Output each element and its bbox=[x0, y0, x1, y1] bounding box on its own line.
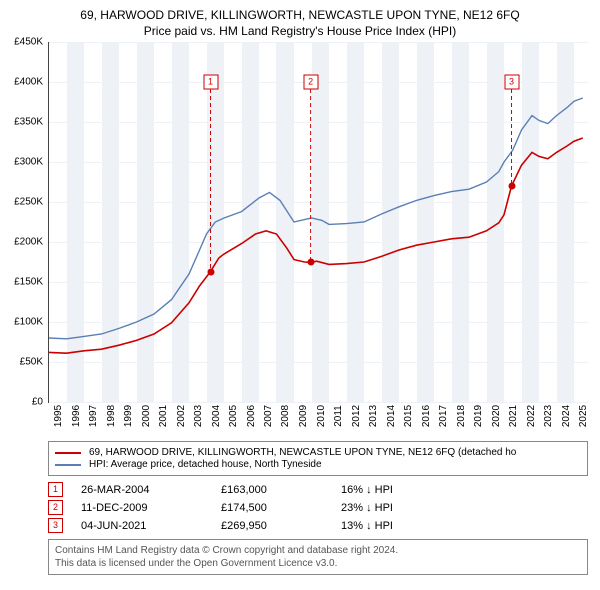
sale-diff-vs-hpi: 23% ↓ HPI bbox=[341, 502, 461, 514]
legend-swatch bbox=[55, 452, 81, 454]
x-tick-label: 2018 bbox=[452, 405, 467, 427]
x-tick-label: 2019 bbox=[469, 405, 484, 427]
sale-marker-label: 3 bbox=[504, 74, 519, 89]
x-tick-label: 1998 bbox=[102, 405, 117, 427]
y-tick-label: £200K bbox=[14, 237, 49, 248]
x-tick-label: 2012 bbox=[347, 405, 362, 427]
x-tick-label: 1999 bbox=[119, 405, 134, 427]
price-chart-container: 69, HARWOOD DRIVE, KILLINGWORTH, NEWCAST… bbox=[0, 0, 600, 575]
sale-price: £174,500 bbox=[221, 502, 341, 514]
sale-marker-dot bbox=[508, 183, 515, 190]
grid-line bbox=[49, 402, 588, 403]
chart-titles: 69, HARWOOD DRIVE, KILLINGWORTH, NEWCAST… bbox=[0, 0, 600, 42]
series-hpi bbox=[49, 98, 583, 339]
x-tick-label: 2000 bbox=[137, 405, 152, 427]
legend: 69, HARWOOD DRIVE, KILLINGWORTH, NEWCAST… bbox=[48, 441, 588, 476]
x-tick-label: 2016 bbox=[417, 405, 432, 427]
sale-price: £163,000 bbox=[221, 484, 341, 496]
y-tick-label: £150K bbox=[14, 277, 49, 288]
x-tick-label: 2017 bbox=[434, 405, 449, 427]
x-tick-label: 2008 bbox=[276, 405, 291, 427]
chart-title-sub: Price paid vs. HM Land Registry's House … bbox=[10, 24, 590, 38]
chart-title-address: 69, HARWOOD DRIVE, KILLINGWORTH, NEWCAST… bbox=[10, 8, 590, 22]
x-tick-label: 2001 bbox=[154, 405, 169, 427]
sale-row-marker: 1 bbox=[48, 482, 63, 497]
x-tick-label: 2003 bbox=[189, 405, 204, 427]
sale-row: 2 11-DEC-2009£174,50023% ↓ HPI bbox=[48, 500, 588, 515]
plot-area: £0£50K£100K£150K£200K£250K£300K£350K£400… bbox=[48, 42, 588, 403]
x-tick-label: 2015 bbox=[399, 405, 414, 427]
sale-marker-dot bbox=[307, 259, 314, 266]
sale-row: 1 26-MAR-2004£163,00016% ↓ HPI bbox=[48, 482, 588, 497]
sale-date: 04-JUN-2021 bbox=[81, 520, 221, 532]
sale-marker-label: 1 bbox=[203, 74, 218, 89]
x-tick-label: 1996 bbox=[67, 405, 82, 427]
x-tick-label: 2005 bbox=[224, 405, 239, 427]
sale-marker-label: 2 bbox=[303, 74, 318, 89]
x-tick-label: 2013 bbox=[364, 405, 379, 427]
sale-price: £269,950 bbox=[221, 520, 341, 532]
x-tick-label: 2021 bbox=[504, 405, 519, 427]
sale-row-marker: 3 bbox=[48, 518, 63, 533]
x-tick-label: 2010 bbox=[312, 405, 327, 427]
sale-marker-dot bbox=[207, 268, 214, 275]
y-tick-label: £100K bbox=[14, 317, 49, 328]
legend-label: 69, HARWOOD DRIVE, KILLINGWORTH, NEWCAST… bbox=[89, 447, 516, 458]
y-tick-label: £0 bbox=[32, 397, 49, 408]
footer-line2: This data is licensed under the Open Gov… bbox=[55, 557, 581, 570]
x-tick-label: 2004 bbox=[207, 405, 222, 427]
x-tick-label: 2023 bbox=[539, 405, 554, 427]
y-tick-label: £50K bbox=[20, 356, 49, 367]
y-tick-label: £400K bbox=[14, 76, 49, 87]
y-tick-label: £300K bbox=[14, 157, 49, 168]
attribution-footer: Contains HM Land Registry data © Crown c… bbox=[48, 539, 588, 575]
y-tick-label: £350K bbox=[14, 116, 49, 127]
sale-date: 26-MAR-2004 bbox=[81, 484, 221, 496]
sale-diff-vs-hpi: 16% ↓ HPI bbox=[341, 484, 461, 496]
legend-swatch bbox=[55, 464, 81, 466]
x-tick-label: 2009 bbox=[294, 405, 309, 427]
x-tick-label: 2002 bbox=[172, 405, 187, 427]
sale-row-marker: 2 bbox=[48, 500, 63, 515]
chart-svg bbox=[49, 42, 588, 402]
series-property bbox=[49, 138, 583, 353]
x-tick-label: 1995 bbox=[49, 405, 64, 427]
sale-date: 11-DEC-2009 bbox=[81, 502, 221, 514]
x-tick-label: 2025 bbox=[574, 405, 589, 427]
x-tick-label: 2014 bbox=[382, 405, 397, 427]
y-tick-label: £250K bbox=[14, 196, 49, 207]
sales-table: 1 26-MAR-2004£163,00016% ↓ HPI 2 11-DEC-200… bbox=[48, 482, 588, 533]
legend-label: HPI: Average price, detached house, Nort… bbox=[89, 459, 322, 470]
x-tick-label: 1997 bbox=[84, 405, 99, 427]
x-tick-label: 2006 bbox=[242, 405, 257, 427]
x-tick-label: 2024 bbox=[557, 405, 572, 427]
x-tick-label: 2007 bbox=[259, 405, 274, 427]
legend-item: HPI: Average price, detached house, Nort… bbox=[55, 459, 581, 470]
x-tick-label: 2022 bbox=[522, 405, 537, 427]
x-tick-label: 2011 bbox=[329, 405, 344, 427]
legend-item: 69, HARWOOD DRIVE, KILLINGWORTH, NEWCAST… bbox=[55, 447, 581, 458]
sale-row: 3 04-JUN-2021£269,95013% ↓ HPI bbox=[48, 518, 588, 533]
sale-diff-vs-hpi: 13% ↓ HPI bbox=[341, 520, 461, 532]
x-tick-label: 2020 bbox=[487, 405, 502, 427]
footer-line1: Contains HM Land Registry data © Crown c… bbox=[55, 544, 581, 557]
y-tick-label: £450K bbox=[14, 37, 49, 48]
